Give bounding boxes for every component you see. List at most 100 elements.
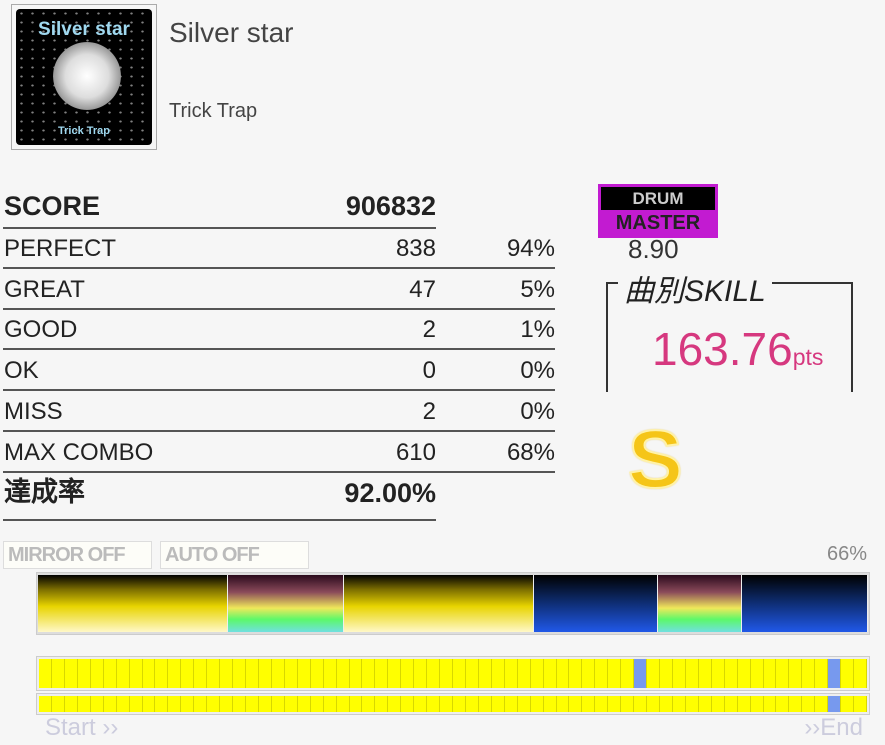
combo-cell: [621, 659, 635, 688]
combo-cell: [77, 659, 91, 688]
stat-label: OK: [4, 357, 39, 385]
stat-value: 838: [395, 235, 436, 262]
stat-row: MISS 2 0%: [3, 391, 555, 431]
stat-row: GREAT 47 5%: [3, 269, 555, 309]
jacket-artist: Trick Trap: [58, 125, 110, 137]
stat-percent: 0%: [520, 397, 555, 425]
combo-cells-bottom: [36, 693, 870, 715]
combo-cell: [414, 696, 428, 712]
combo-cell: [828, 659, 842, 688]
combo-cell: [789, 659, 803, 688]
combo-cell: [556, 696, 570, 712]
combo-cell: [142, 696, 156, 712]
combo-cell: [634, 659, 648, 688]
combo-cell: [388, 696, 402, 712]
jacket-title: Silver star: [38, 19, 130, 40]
combo-cell: [129, 696, 143, 712]
combo-cell: [323, 696, 337, 712]
combo-cell: [207, 659, 221, 688]
combo-cell: [608, 696, 622, 712]
combo-cell: [440, 659, 453, 688]
gauge-segment-rainbow: [658, 575, 743, 632]
progress-percent: 66%: [826, 543, 867, 565]
combo-cell: [336, 659, 350, 688]
mirror-option: MIRROR OFF: [3, 541, 152, 569]
combo-cell: [194, 659, 208, 688]
combo-cell: [582, 659, 596, 688]
combo-cell: [220, 696, 234, 712]
divider: [3, 307, 555, 310]
difficulty-level: 8.90: [628, 234, 679, 264]
combo-cell: [711, 696, 725, 712]
combo-cell: [569, 696, 583, 712]
combo-cell: [90, 696, 104, 712]
combo-cell: [194, 696, 208, 712]
stat-percent: 5%: [520, 275, 555, 303]
stat-row: MAX COMBO 610 68%: [3, 432, 555, 472]
combo-cell: [414, 659, 428, 688]
combo-cell: [246, 696, 259, 712]
difficulty-badge: DRUM MASTER: [598, 184, 718, 238]
stat-row: GOOD 2 1%: [3, 309, 555, 349]
combo-cell: [155, 659, 169, 688]
combo-cells-top: [36, 656, 870, 691]
stat-label: PERFECT: [4, 235, 117, 262]
combo-cell: [491, 696, 505, 712]
combo-cell: [698, 659, 712, 688]
combo-cell: [375, 659, 389, 688]
combo-cell: [660, 659, 673, 688]
combo-cell: [517, 659, 531, 688]
combo-cell: [647, 659, 660, 688]
combo-cell: [258, 659, 272, 688]
gauge-segment-blue: [742, 575, 868, 632]
combo-cell: [465, 659, 479, 688]
combo-cell: [685, 659, 699, 688]
gauge-segment-yellow: [38, 575, 228, 632]
combo-cell: [465, 696, 479, 712]
end-label: ››End: [804, 714, 863, 741]
combo-cell: [336, 696, 350, 712]
achievement-row: 達成率 92.00%: [3, 474, 436, 514]
score-row: SCORE 906832: [3, 187, 436, 227]
combo-cell: [737, 659, 751, 688]
combo-cell: [207, 696, 221, 712]
stat-label: GOOD: [4, 316, 78, 344]
divider: [3, 348, 555, 351]
combo-cell: [401, 696, 415, 712]
combo-cell: [168, 696, 182, 712]
combo-cell: [543, 696, 557, 712]
combo-cell: [776, 696, 790, 712]
combo-cell: [478, 696, 492, 712]
combo-cell: [672, 696, 686, 712]
score-value: 906832: [345, 191, 436, 221]
stat-label: MISS: [4, 397, 63, 425]
stat-label: GREAT: [4, 275, 85, 303]
combo-cell: [401, 659, 415, 688]
combo-cell: [582, 696, 596, 712]
combo-cell: [737, 696, 751, 712]
start-label: Start ››: [45, 714, 119, 741]
combo-cell: [763, 659, 777, 688]
stat-row: PERFECT 838 94%: [3, 228, 555, 268]
combo-cell: [815, 696, 829, 712]
combo-cell: [453, 659, 466, 688]
skill-points: 163.76pts: [652, 322, 823, 376]
combo-cell: [841, 659, 855, 688]
combo-cell: [750, 696, 764, 712]
stat-value: 2: [422, 316, 436, 344]
combo-cell: [271, 659, 285, 688]
combo-cell: [103, 659, 117, 688]
combo-cell: [815, 659, 829, 688]
combo-cell: [724, 659, 738, 688]
combo-cell: [530, 659, 544, 688]
stat-value: 47: [409, 275, 436, 303]
song-jacket: Silver star Trick Trap: [11, 4, 157, 150]
song-artist: Trick Trap: [169, 100, 258, 122]
combo-cell: [246, 659, 259, 688]
divider: [3, 519, 436, 521]
stat-percent: 1%: [520, 316, 555, 344]
combo-cell: [841, 696, 855, 712]
combo-cell: [660, 696, 673, 712]
song-title: Silver star: [169, 17, 294, 48]
stat-percent: 68%: [506, 438, 555, 466]
